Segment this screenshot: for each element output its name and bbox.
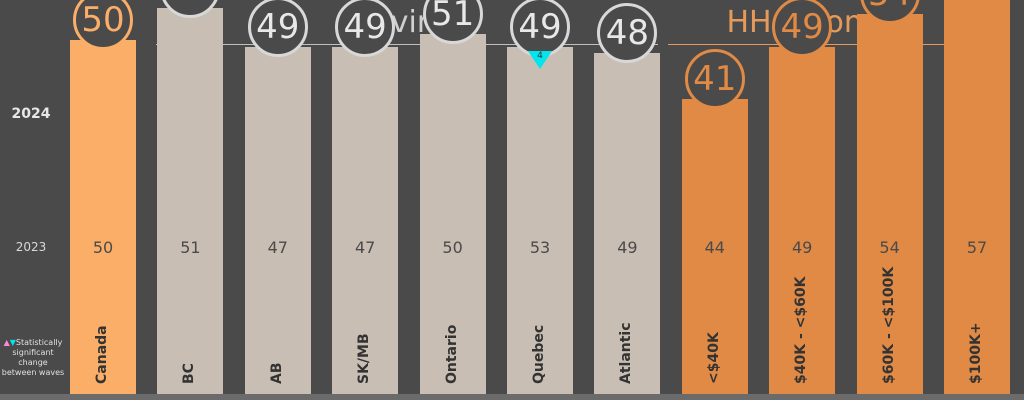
value-2023-40k: 44 bbox=[704, 238, 725, 257]
significance-down-icon: 4 bbox=[528, 50, 552, 69]
value-2023-quebec: 53 bbox=[529, 238, 551, 257]
bar-sk-mb bbox=[332, 46, 399, 394]
bar-40k bbox=[681, 98, 748, 394]
value-2023-atlantic: 49 bbox=[617, 238, 638, 257]
category-label-sk-mb: SK/MB bbox=[356, 333, 373, 384]
category-label-40k-60k: $40K - <$60K bbox=[793, 276, 810, 384]
significance-label: 4 bbox=[537, 50, 543, 61]
bar-quebec bbox=[507, 46, 573, 394]
value-2024-40k: 41 bbox=[684, 48, 745, 109]
value-2023-bc: 51 bbox=[180, 238, 201, 257]
value-2023-40k-60k: 49 bbox=[792, 238, 813, 257]
bar-ab bbox=[244, 46, 311, 394]
bar-atlantic bbox=[594, 53, 661, 394]
value-2023-ab: 47 bbox=[267, 238, 288, 257]
bar-ontario bbox=[419, 33, 486, 394]
significance-note: ▲▼Statistically significant change betwe… bbox=[0, 338, 66, 378]
category-label-ontario: Ontario bbox=[443, 324, 460, 384]
category-label-bc: BC bbox=[181, 363, 198, 384]
category-label-canada: Canada bbox=[94, 325, 110, 384]
value-2024-atlantic: 48 bbox=[597, 3, 658, 63]
bar-canada bbox=[70, 40, 136, 394]
category-label-quebec: Quebec bbox=[531, 324, 547, 384]
category-label-60k-100k: $60K - <$100K bbox=[880, 266, 897, 384]
significance-note-text: Statistically significant change between… bbox=[1, 338, 65, 377]
value-2024-40k-60k: 49 bbox=[772, 0, 833, 57]
row-label-2024: 2024 bbox=[11, 106, 51, 122]
category-label-100k: $100K+ bbox=[968, 322, 984, 384]
value-2023-60k-100k: 54 bbox=[879, 238, 900, 257]
value-2024-ontario: 51 bbox=[422, 0, 483, 44]
value-2024-canada: 50 bbox=[73, 0, 133, 50]
province-group-underline bbox=[156, 44, 658, 45]
up-arrow-icon: ▲ bbox=[3, 338, 10, 347]
value-2023-sk-mb: 47 bbox=[355, 238, 376, 257]
category-label-40k: <$40K bbox=[705, 332, 722, 384]
bottom-strip bbox=[0, 394, 1024, 400]
bar-60k-100k bbox=[856, 14, 923, 394]
value-2024-ab: 49 bbox=[247, 0, 308, 57]
down-arrow-icon: ▼ bbox=[9, 338, 16, 347]
bar-100k bbox=[944, 0, 1010, 394]
province-group-header: Province bbox=[343, 5, 471, 40]
row-label-2023: 2023 bbox=[15, 240, 47, 254]
category-label-atlantic: Atlantic bbox=[618, 322, 635, 384]
value-2024-quebec: 49 bbox=[510, 0, 570, 57]
value-2024-sk-mb: 49 bbox=[335, 0, 396, 57]
value-2023-100k: 57 bbox=[966, 238, 988, 257]
value-2023-ontario: 50 bbox=[442, 238, 463, 257]
value-2023-canada: 50 bbox=[92, 238, 114, 257]
bar-40k-60k bbox=[769, 46, 836, 394]
category-label-ab: AB bbox=[268, 362, 285, 384]
bar-bc bbox=[157, 7, 224, 394]
